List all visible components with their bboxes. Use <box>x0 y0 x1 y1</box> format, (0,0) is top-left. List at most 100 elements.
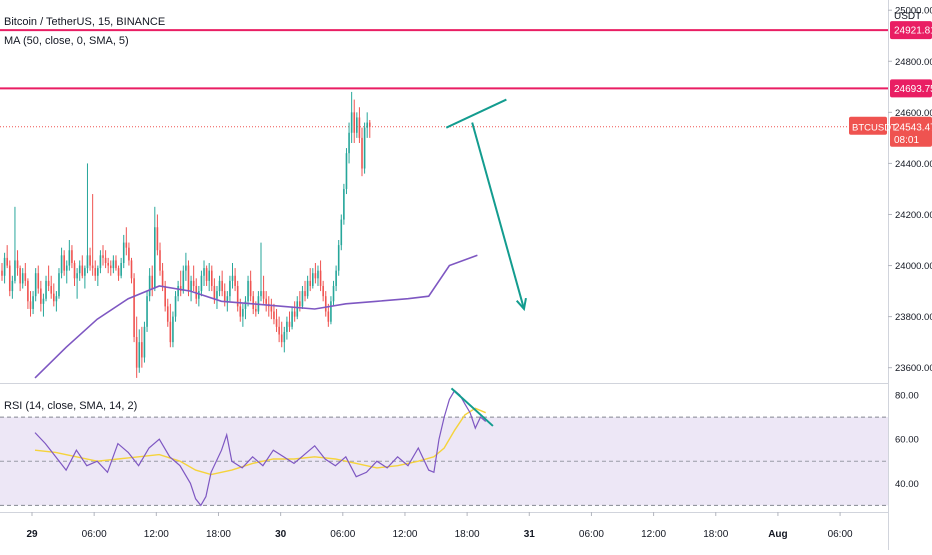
candle-body <box>11 280 14 292</box>
arrow-head <box>515 297 527 312</box>
candle-body <box>265 298 267 304</box>
candle-body <box>156 227 159 251</box>
candle-body <box>138 342 141 368</box>
candle-body <box>133 278 135 338</box>
hline-price-tag-label: 24921.81 <box>894 26 932 37</box>
candle-body <box>29 301 32 309</box>
candle-body <box>50 285 53 294</box>
candle-body <box>314 273 317 279</box>
time-axis-label: 12:00 <box>641 529 666 540</box>
candle-body <box>203 268 205 276</box>
candle-body <box>335 270 337 286</box>
candle-body <box>353 112 356 133</box>
rsi-legend[interactable]: RSI (14, close, SMA, 14, 2) <box>4 400 138 412</box>
candle-body <box>280 334 283 343</box>
candle-body <box>78 265 81 274</box>
candle-body <box>278 326 280 335</box>
candle-body <box>306 280 309 297</box>
time-axis-label: 18:00 <box>703 529 728 540</box>
candle-body <box>252 296 255 309</box>
price-tick-label: 24000.00 <box>895 261 932 272</box>
candle-body <box>343 188 345 220</box>
candle-body <box>109 265 112 269</box>
candle-body <box>216 291 218 299</box>
candle-body <box>358 117 361 138</box>
time-axis-label: 12:00 <box>144 529 169 540</box>
candle-body <box>130 260 133 279</box>
candle-body <box>226 296 229 302</box>
candle-body <box>322 285 324 297</box>
candle-body <box>102 255 104 258</box>
time-axis-label: 31 <box>524 529 536 540</box>
candle-body <box>47 280 50 286</box>
candle-body <box>32 296 34 309</box>
candle-body <box>330 301 332 322</box>
time-axis-label: 06:00 <box>330 529 355 540</box>
candle-body <box>218 280 221 292</box>
arrow-shaft <box>471 122 525 310</box>
trend-line <box>445 98 507 129</box>
candle-body <box>6 257 8 266</box>
ma-line <box>34 254 478 379</box>
candle-body <box>97 268 99 276</box>
candle-body <box>286 321 288 332</box>
candle-body <box>148 275 151 297</box>
candle-body <box>221 280 223 292</box>
candle-body <box>73 262 76 279</box>
candle-body <box>120 262 122 276</box>
candle-body <box>198 291 200 299</box>
candle-body <box>327 311 330 322</box>
time-axis-label: 29 <box>26 529 38 540</box>
candle-body <box>24 273 27 281</box>
candle-body <box>146 296 148 327</box>
candle-body <box>260 291 262 297</box>
candle-body <box>21 273 24 284</box>
time-axis-label: 30 <box>275 529 287 540</box>
candle-body <box>304 291 306 297</box>
rsi-trend-line <box>450 387 494 427</box>
candle-body <box>236 285 239 307</box>
candle-body <box>89 255 91 266</box>
time-axis-label: Aug <box>768 529 787 540</box>
candle-body <box>104 257 107 263</box>
candle-body <box>84 268 86 276</box>
time-axis-label: 18:00 <box>206 529 231 540</box>
candle-body <box>301 291 304 307</box>
rsi-line <box>34 389 487 507</box>
candle-body <box>125 242 128 248</box>
candle-body <box>247 280 249 302</box>
hline-price-tag-label: 24693.75 <box>894 84 932 95</box>
time-axis-label: 06:00 <box>579 529 604 540</box>
price-tick-label: 24400.00 <box>895 159 932 170</box>
candle-body <box>324 296 327 312</box>
candle-body <box>37 273 40 289</box>
candle-body <box>200 275 203 292</box>
candle-body <box>117 268 120 276</box>
candle-body <box>231 275 234 281</box>
candle-body <box>311 273 314 286</box>
candle-body <box>122 242 125 263</box>
candle-body <box>185 265 187 271</box>
candle-body <box>63 255 65 271</box>
candle-body <box>58 273 60 297</box>
candle-body <box>368 122 371 127</box>
price-tick-label: 23800.00 <box>895 312 932 323</box>
candle-body <box>363 127 366 169</box>
candle-body <box>270 306 273 312</box>
candle-body <box>177 285 179 297</box>
candle-body <box>14 260 16 281</box>
candle-body <box>94 268 97 276</box>
candle-body <box>99 255 102 269</box>
ma-legend[interactable]: MA (50, close, 0, SMA, 5) <box>4 35 129 47</box>
candle-body <box>161 270 164 286</box>
candle-body <box>317 270 319 279</box>
candle-body <box>65 265 68 271</box>
candle-body <box>27 280 29 302</box>
candle-body <box>283 331 286 343</box>
candle-body <box>172 316 174 343</box>
candle-body <box>141 342 143 358</box>
current-price-label: 24543.47 <box>894 122 932 133</box>
symbol-tag-label: BTCUSDT <box>852 122 897 133</box>
